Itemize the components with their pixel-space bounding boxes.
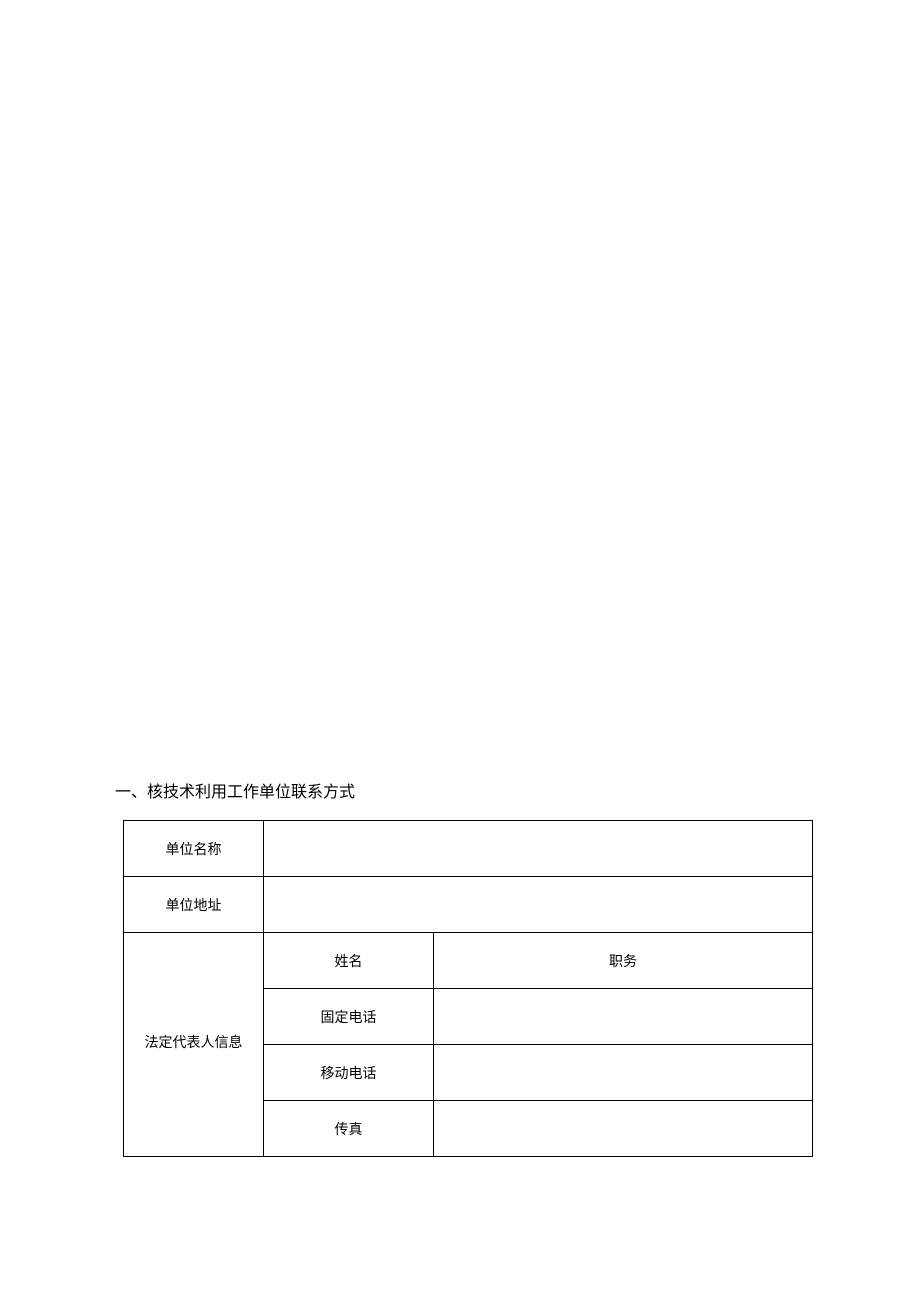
unit-name-label: 单位名称 <box>124 821 264 877</box>
table-row: 单位名称 <box>124 821 813 877</box>
position-label: 职务 <box>434 933 813 989</box>
section-title: 一、核技术利用工作单位联系方式 <box>115 778 805 802</box>
table-row: 单位地址 <box>124 877 813 933</box>
mobile-label: 移动电话 <box>264 1045 434 1101</box>
table-row: 法定代表人信息 姓名 职务 <box>124 933 813 989</box>
unit-address-label: 单位地址 <box>124 877 264 933</box>
fax-label: 传真 <box>264 1101 434 1157</box>
name-label: 姓名 <box>264 933 434 989</box>
fax-value <box>434 1101 813 1157</box>
landline-label: 固定电话 <box>264 989 434 1045</box>
unit-address-value <box>264 877 813 933</box>
mobile-value <box>434 1045 813 1101</box>
document-content: 一、核技术利用工作单位联系方式 单位名称 单位地址 法定代表人信息 姓名 职务 … <box>115 778 805 1157</box>
contact-info-table: 单位名称 单位地址 法定代表人信息 姓名 职务 固定电话 移动电话 传真 <box>123 820 813 1157</box>
landline-value <box>434 989 813 1045</box>
unit-name-value <box>264 821 813 877</box>
legal-rep-group-label: 法定代表人信息 <box>124 933 264 1157</box>
